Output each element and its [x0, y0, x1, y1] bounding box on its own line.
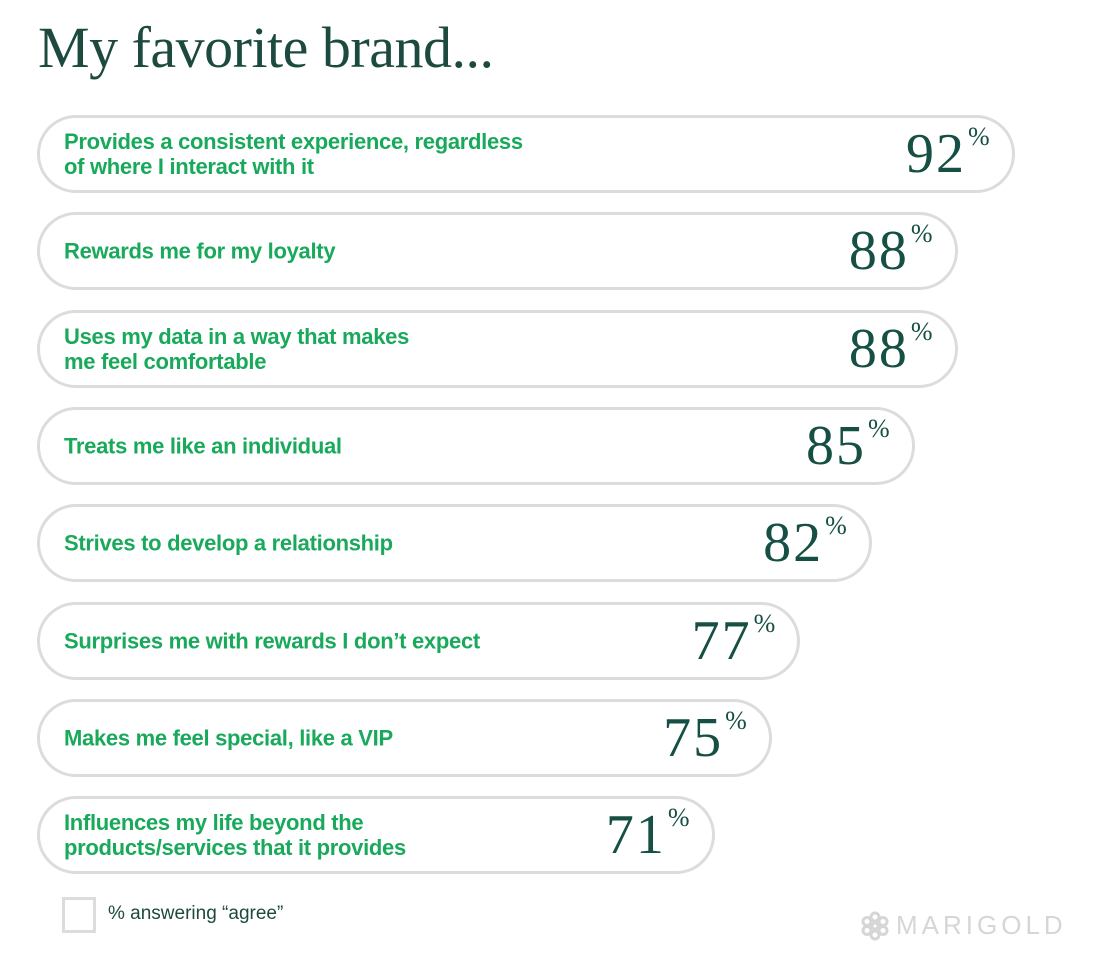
bar: Uses my data in a way that makes me feel…: [37, 309, 958, 388]
bar-value: 88%: [848, 316, 933, 380]
bar: Rewards me for my loyalty 88%: [37, 212, 958, 291]
bar-value: 82%: [763, 511, 847, 575]
percent-sign: %: [968, 122, 990, 151]
percent-sign: %: [867, 413, 890, 443]
bar: Strives to develop a relationship 82%: [37, 504, 872, 583]
bar-label: Rewards me for my loyalty: [64, 238, 336, 264]
bar-value: 85%: [805, 413, 890, 477]
bar-label: Influences my life beyond the products/s…: [64, 810, 406, 861]
percent-sign: %: [725, 705, 747, 735]
value-number: 92: [906, 123, 966, 185]
bar-label: Uses my data in a way that makes me feel…: [64, 323, 410, 374]
bar-label: Strives to develop a relationship: [64, 530, 393, 556]
bar: Provides a consistent experience, regard…: [37, 115, 1015, 193]
bar-label: Surprises me with rewards I don’t expect: [64, 628, 480, 653]
bar: Influences my life beyond the products/s…: [37, 796, 715, 875]
bar: Treats me like an individual 85%: [37, 406, 915, 485]
logo-text: MARIGOLD: [896, 910, 1067, 940]
legend-swatch: [62, 897, 96, 933]
percent-sign: %: [910, 219, 933, 249]
bar: Surprises me with rewards I don’t expect…: [37, 601, 801, 680]
value-number: 85: [805, 414, 866, 477]
legend-label: % answering “agree”: [108, 903, 284, 924]
bar-label: Makes me feel special, like a VIP: [64, 725, 393, 751]
bar-label: Treats me like an individual: [64, 433, 342, 459]
percent-sign: %: [667, 803, 690, 833]
bar-value: 88%: [848, 219, 933, 283]
flower-icon: [861, 911, 889, 940]
bar-value: 77%: [691, 608, 776, 672]
percent-sign: %: [825, 511, 847, 541]
bar-value: 75%: [663, 705, 747, 769]
bar-label: Provides a consistent experience, regard…: [64, 129, 523, 179]
percent-sign: %: [753, 608, 776, 638]
value-number: 88: [848, 317, 909, 380]
bar: Makes me feel special, like a VIP 75%: [37, 698, 772, 777]
value-number: 82: [763, 512, 824, 575]
value-number: 71: [605, 804, 666, 867]
bar-value: 92%: [906, 122, 990, 185]
chart-title: My favorite brand...: [38, 15, 494, 80]
value-number: 88: [848, 220, 909, 283]
value-number: 77: [691, 609, 752, 672]
marigold-logo: MARIGOLD: [860, 910, 1067, 941]
value-number: 75: [663, 706, 724, 769]
percent-sign: %: [910, 316, 933, 346]
bar-value: 71%: [605, 803, 690, 867]
